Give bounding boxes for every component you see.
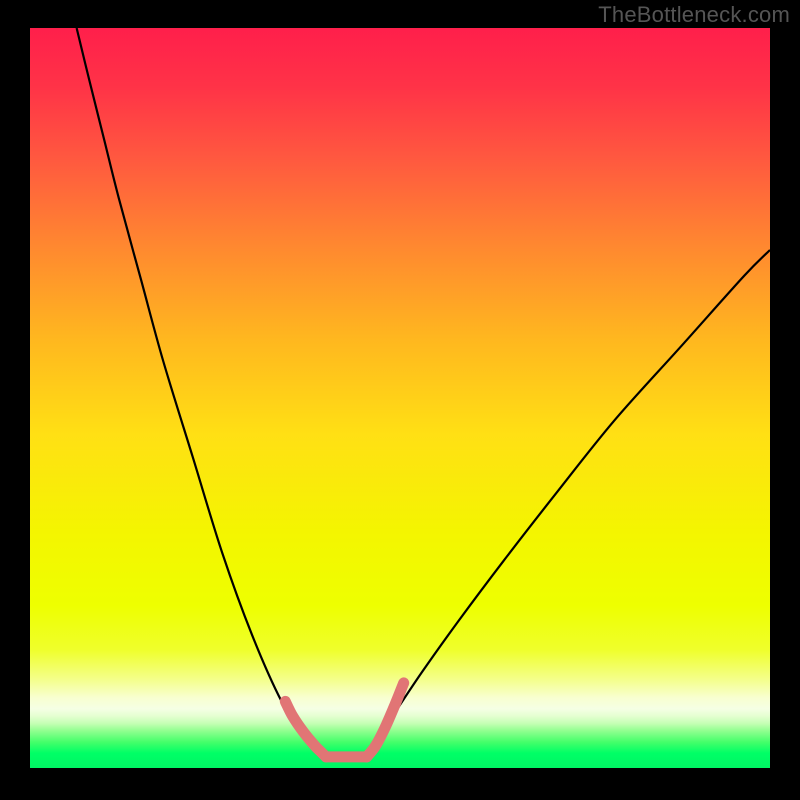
plot-gradient-background bbox=[30, 28, 770, 768]
watermark-text: TheBottleneck.com bbox=[598, 2, 790, 28]
bottleneck-chart bbox=[0, 0, 800, 800]
